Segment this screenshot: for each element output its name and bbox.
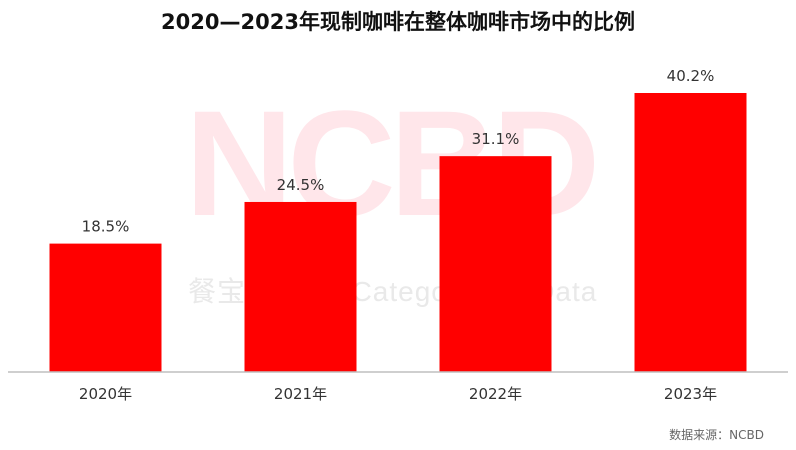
bar — [244, 201, 357, 372]
bar — [49, 243, 162, 372]
data-label: 40.2% — [667, 67, 715, 85]
x-tick-label: 2022年 — [469, 385, 522, 403]
bar — [439, 156, 552, 372]
data-label: 18.5% — [82, 218, 130, 236]
chart-title: 2020—2023年现制咖啡在整体咖啡市场中的比例 — [161, 10, 635, 34]
data-source-note: 数据来源：NCBD — [669, 428, 764, 442]
x-tick-label: 2020年 — [79, 385, 132, 403]
data-label: 24.5% — [277, 176, 325, 194]
x-tick-label: 2021年 — [274, 385, 327, 403]
bar — [634, 93, 747, 372]
data-label: 31.1% — [472, 130, 520, 148]
x-tick-label: 2023年 — [664, 385, 717, 403]
